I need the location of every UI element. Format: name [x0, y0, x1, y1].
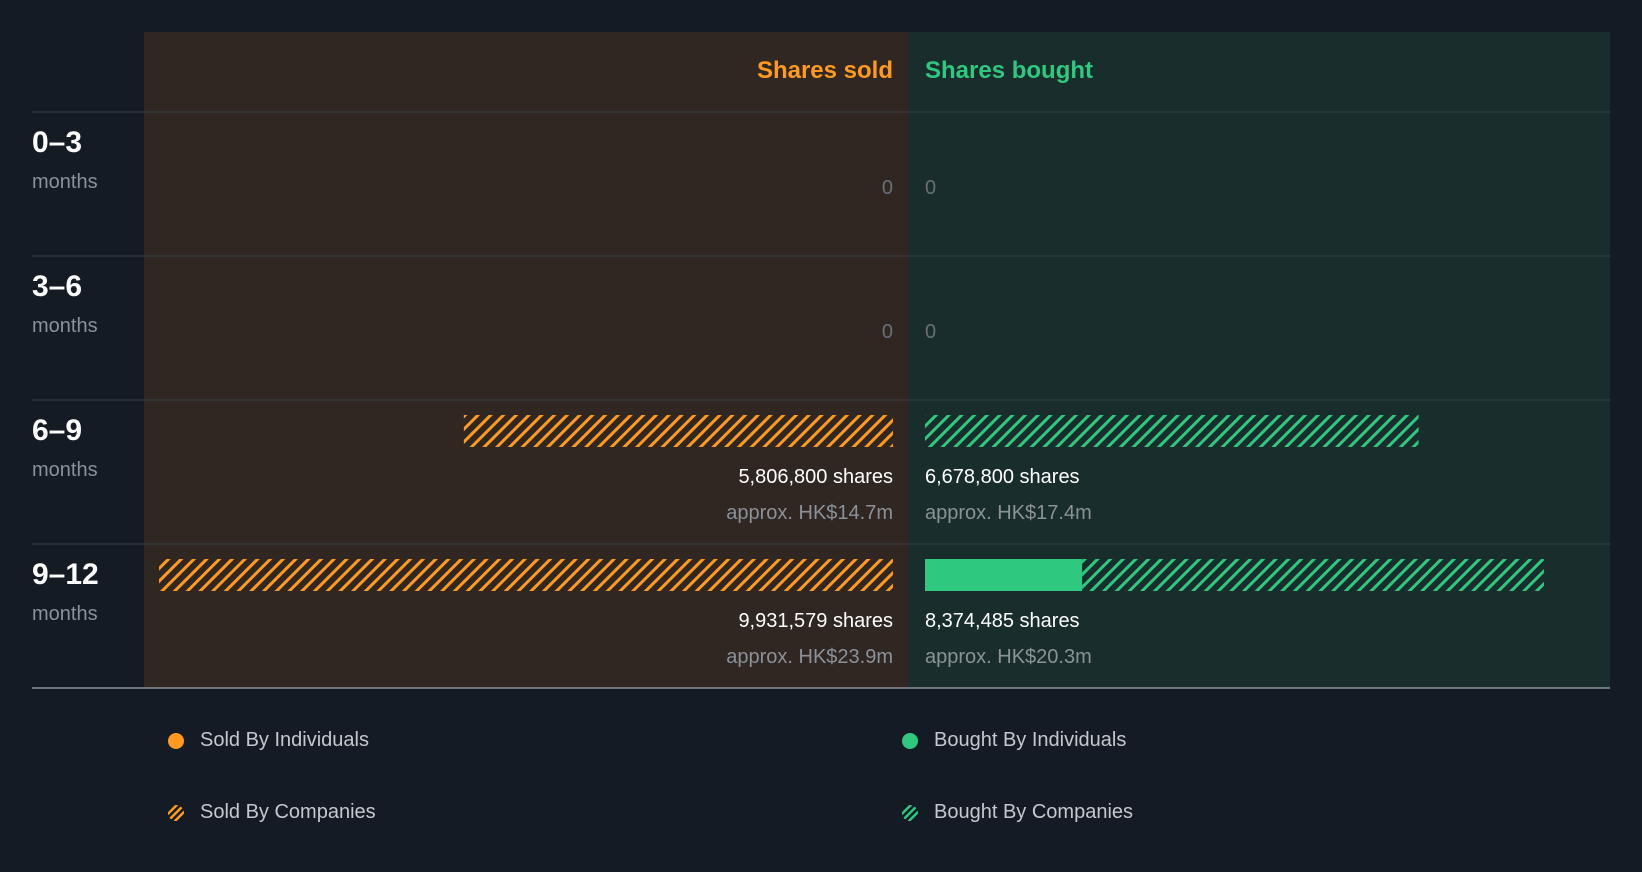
sold-value-label: approx. HK$23.9m	[726, 646, 893, 668]
header-shares-bought: Shares bought	[925, 57, 1093, 84]
period-range: 9–12	[32, 558, 99, 591]
legend-item-bought-individuals: Bought By Individuals	[902, 729, 1126, 752]
bought-value-label: approx. HK$17.4m	[925, 502, 1092, 524]
sold-zero-label: 0	[882, 321, 893, 343]
sold-zero-label: 0	[882, 177, 893, 199]
period-row: 0–3 months 0 0	[32, 126, 936, 199]
period-row: 6–9 months 5,806,800 shares approx. HK$14.7…	[32, 414, 1419, 524]
bought-individuals-bar	[925, 559, 1083, 591]
column-headers: Shares sold Shares bought	[757, 57, 1093, 84]
bought-companies-bar	[925, 415, 1419, 447]
sold-companies-bar	[463, 415, 893, 447]
period-row: 3–6 months 0 0	[32, 270, 936, 343]
row-dividers	[32, 111, 1610, 689]
legend-label: Bought By Individuals	[934, 729, 1127, 751]
legend-swatch	[168, 804, 184, 821]
period-rows: 0–3 months 0 0 3–6 months 0 0 6–9 months 5,806,800…	[32, 126, 1544, 668]
period-range: 6–9	[32, 414, 82, 447]
bought-shares-label: 6,678,800 shares	[925, 466, 1080, 488]
legend-item-sold-companies: Sold By Companies	[168, 801, 376, 824]
sold-companies-bar	[159, 559, 893, 591]
period-unit: months	[32, 603, 98, 625]
legend-swatch	[902, 732, 918, 749]
period-row: 9–12 months 9,931,579 shares approx. HK$23.…	[32, 558, 1544, 668]
sold-value-label: approx. HK$14.7m	[726, 502, 893, 524]
header-shares-sold: Shares sold	[757, 57, 893, 84]
period-unit: months	[32, 315, 98, 337]
legend-item-bought-companies: Bought By Companies	[902, 801, 1133, 824]
legend-swatch	[902, 804, 918, 821]
legend-item-sold-individuals: Sold By Individuals	[168, 729, 369, 752]
bought-zero-label: 0	[925, 321, 936, 343]
legend-swatch	[168, 732, 184, 749]
bought-shares-label: 8,374,485 shares	[925, 610, 1080, 632]
sold-shares-label: 5,806,800 shares	[738, 466, 893, 488]
period-unit: months	[32, 171, 98, 193]
bought-value-label: approx. HK$20.3m	[925, 646, 1092, 668]
period-unit: months	[32, 459, 98, 481]
legend-label: Bought By Companies	[934, 801, 1134, 823]
legend-label: Sold By Companies	[200, 801, 376, 823]
legend-label: Sold By Individuals	[200, 729, 369, 751]
bought-zero-label: 0	[925, 177, 936, 199]
bought-companies-bar	[1082, 559, 1544, 591]
period-range: 3–6	[32, 270, 82, 303]
period-range: 0–3	[32, 126, 82, 159]
sold-shares-label: 9,931,579 shares	[738, 610, 893, 632]
